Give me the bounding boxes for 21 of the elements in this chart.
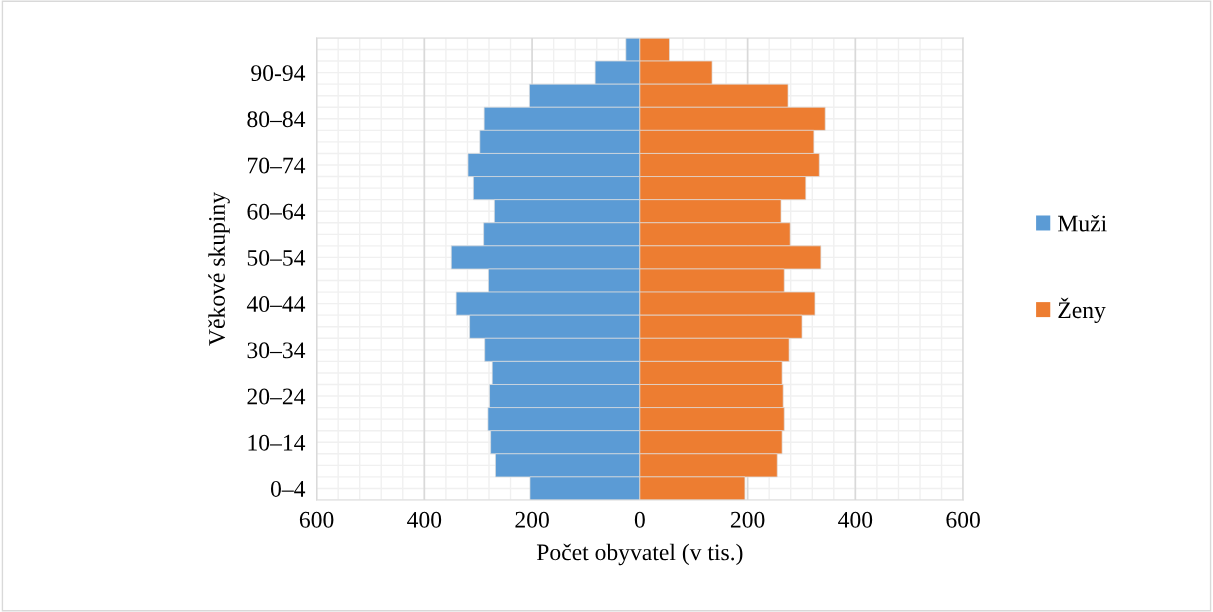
x-tick-label: 200: [730, 511, 765, 528]
x-axis-title: Počet obyvatel (v tis.): [536, 543, 743, 566]
y-tick-label: 70–74: [248, 157, 306, 174]
x-tick-label: 400: [838, 511, 873, 528]
y-tick-label: 30–34: [247, 342, 306, 359]
x-tick-label: 600: [299, 511, 334, 528]
x-tick-label: 400: [407, 511, 442, 528]
x-tick-label: 0: [634, 511, 645, 528]
y-tick-label: 0–4: [270, 480, 306, 497]
y-tick-label: 80–84: [247, 111, 306, 128]
legend-label: Ženy: [1058, 297, 1106, 324]
y-tick-label: 90-94: [251, 65, 306, 82]
x-tick-label: 200: [515, 511, 549, 528]
y-tick-label: 20–24: [247, 388, 306, 405]
y-tick-label: 50–54: [247, 249, 306, 266]
legend-label: Muži: [1058, 214, 1107, 232]
y-axis-title: Věkové skupiny: [208, 192, 230, 346]
x-tick-label: 600: [946, 511, 980, 528]
y-tick-label: 10–14: [248, 434, 306, 451]
y-tick-label: 40–44: [246, 296, 306, 313]
y-tick-label: 60–64: [247, 203, 306, 220]
